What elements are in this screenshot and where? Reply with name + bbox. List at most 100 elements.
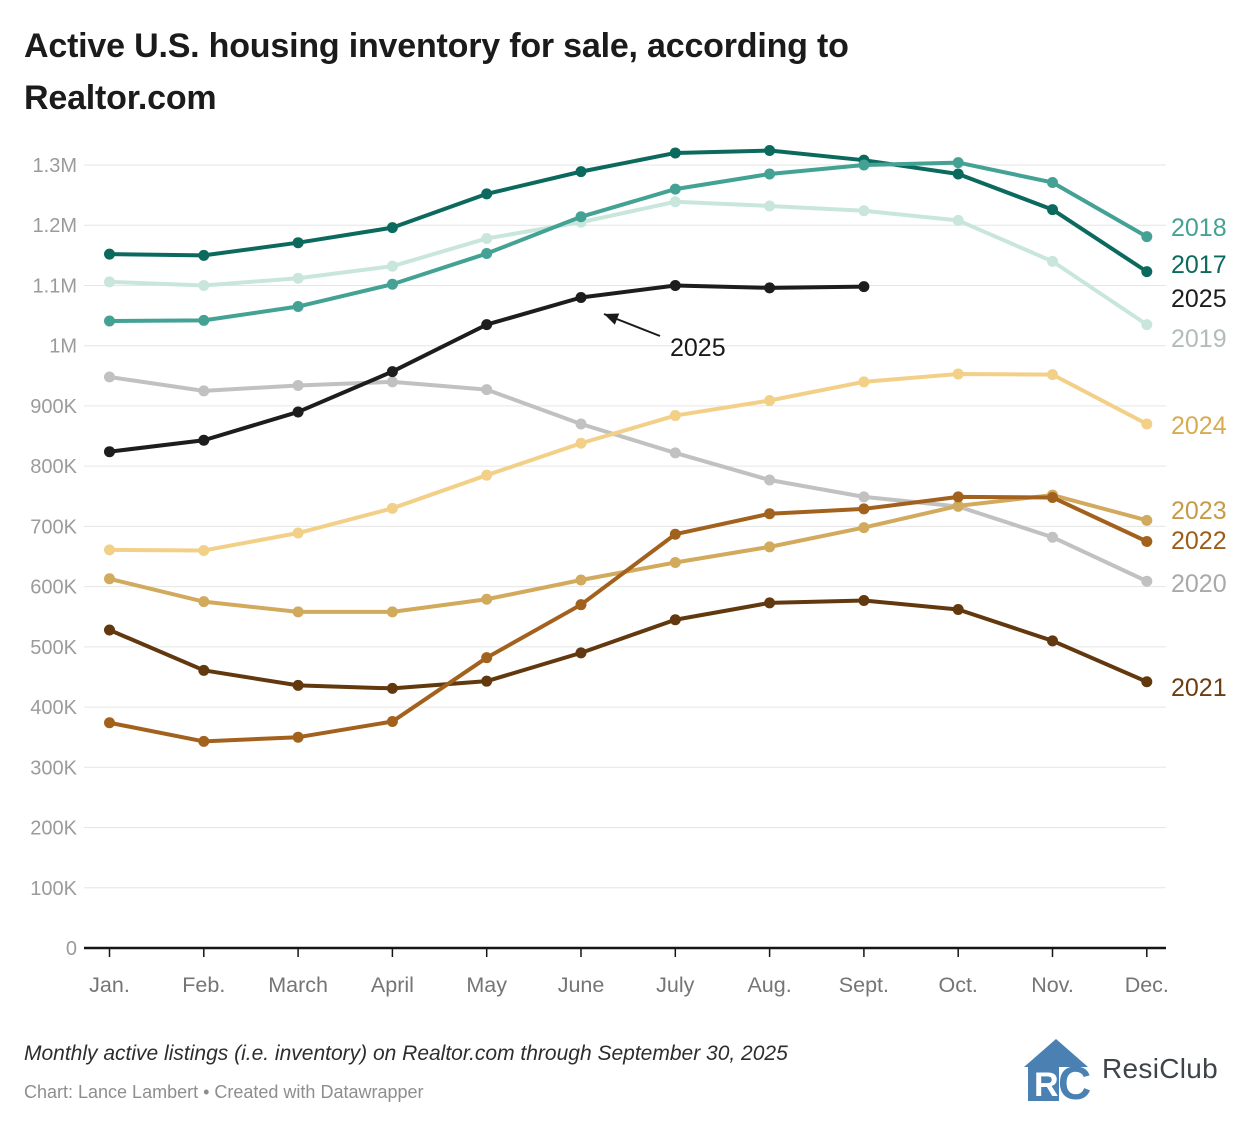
y-tick-label: 1M — [49, 336, 77, 358]
y-tick-label: 900K — [30, 396, 77, 418]
x-tick-label: June — [558, 973, 605, 997]
data-point-2024-4 — [481, 469, 493, 481]
data-point-2021-1 — [198, 664, 210, 676]
data-point-2023-8 — [858, 522, 870, 534]
data-point-2024-6 — [669, 410, 681, 422]
data-point-2022-6 — [669, 528, 681, 540]
data-point-2017-5 — [575, 166, 587, 178]
data-point-2020-6 — [669, 447, 681, 459]
data-point-2025-5 — [575, 292, 587, 304]
x-tick-label: Feb. — [182, 973, 225, 997]
data-point-2020-2 — [292, 379, 304, 391]
svg-text:C: C — [1058, 1057, 1091, 1102]
data-point-2023-2 — [292, 606, 304, 618]
series-line-2024 — [107, 371, 1149, 553]
data-point-2025-4 — [481, 319, 493, 331]
data-point-2023-0 — [104, 573, 115, 585]
data-point-2017-4 — [481, 188, 493, 200]
series-line-2020 — [107, 375, 1149, 584]
data-point-2019-0 — [104, 276, 115, 288]
series-label-2019: 2019 — [1171, 325, 1227, 353]
data-point-2023-7 — [764, 541, 776, 553]
data-point-2022-1 — [198, 735, 210, 747]
data-point-2017-7 — [764, 145, 776, 157]
data-point-2018-0 — [104, 315, 115, 327]
y-tick-label: 1.2M — [33, 215, 77, 237]
data-point-2018-4 — [481, 248, 493, 260]
x-tick-label: March — [268, 973, 328, 997]
data-point-2018-10 — [1047, 176, 1058, 188]
y-tick-label: 0 — [66, 938, 77, 960]
resiclub-logo-emblem: R C — [1024, 1039, 1091, 1102]
data-point-2022-3 — [386, 716, 398, 728]
x-tick-label: Oct. — [938, 973, 977, 997]
data-point-2022-2 — [292, 731, 304, 743]
x-tick-label: Sept. — [839, 973, 889, 997]
series-line-2018 — [107, 160, 1149, 323]
data-point-2022-4 — [481, 652, 493, 664]
chart-credit: Chart: Lance Lambert • Created with Data… — [24, 1082, 424, 1102]
line-chart-canvas: 0 100K 200K 300K 400K 500K 600K 700K 800K 900K 1M 1… — [30, 145, 1227, 997]
data-point-2024-8 — [858, 376, 870, 388]
data-point-2019-7 — [764, 200, 776, 212]
data-point-2025-0 — [104, 446, 115, 458]
data-point-2019-4 — [481, 232, 493, 244]
data-point-2025-6 — [669, 279, 681, 291]
series-label-2020: 2020 — [1171, 570, 1227, 598]
annotation-arrow — [603, 313, 661, 337]
series-label-2024: 2024 — [1171, 412, 1227, 440]
data-point-2021-9 — [952, 604, 964, 616]
data-point-2018-9 — [952, 157, 964, 169]
data-point-2019-9 — [952, 214, 964, 226]
resiclub-logo-text: ResiClub — [1102, 1053, 1218, 1084]
data-point-2024-3 — [386, 502, 398, 514]
data-point-2025-7 — [764, 282, 776, 294]
data-point-2019-11 — [1141, 319, 1153, 331]
data-point-2021-3 — [386, 682, 398, 694]
series-label-2023: 2023 — [1171, 497, 1227, 525]
data-point-2024-9 — [952, 368, 964, 380]
series-label-2022: 2022 — [1171, 527, 1227, 555]
data-point-2018-1 — [198, 314, 210, 326]
y-tick-label: 600K — [30, 577, 77, 599]
data-point-2023-6 — [669, 557, 681, 569]
series-line-2019 — [107, 199, 1149, 327]
data-point-2023-1 — [198, 596, 210, 608]
data-point-2021-10 — [1047, 635, 1058, 647]
data-point-2019-1 — [198, 279, 210, 291]
data-point-2023-4 — [481, 593, 493, 605]
data-point-2024-11 — [1141, 418, 1153, 430]
data-point-2021-2 — [292, 679, 304, 691]
data-point-2019-3 — [386, 260, 398, 272]
data-point-2017-9 — [952, 168, 964, 180]
data-point-2020-11 — [1141, 575, 1153, 587]
data-point-2022-0 — [104, 717, 115, 729]
series-line-2023 — [107, 493, 1149, 614]
data-point-2021-0 — [104, 624, 115, 636]
data-point-2024-1 — [198, 544, 210, 556]
data-point-2022-5 — [575, 599, 587, 611]
series-line-2017 — [107, 148, 1149, 274]
data-point-2019-6 — [669, 196, 681, 208]
data-point-2021-4 — [481, 675, 493, 687]
data-point-2021-5 — [575, 647, 587, 659]
data-point-2020-0 — [104, 371, 115, 383]
data-point-2024-5 — [575, 437, 587, 449]
data-point-2020-4 — [481, 384, 493, 396]
data-point-2023-11 — [1141, 514, 1153, 526]
data-point-2025-2 — [292, 406, 304, 418]
data-point-2022-10 — [1047, 491, 1058, 503]
series-label-2025: 2025 — [1171, 285, 1227, 313]
data-point-2024-7 — [764, 395, 776, 407]
data-point-2020-3 — [386, 376, 398, 388]
data-point-2023-3 — [386, 606, 398, 618]
annotation-label: 2025 — [670, 334, 726, 362]
data-point-2020-7 — [764, 474, 776, 486]
data-point-2017-11 — [1141, 266, 1153, 278]
data-point-2019-2 — [292, 272, 304, 284]
data-point-2018-6 — [669, 183, 681, 195]
data-point-2022-9 — [952, 491, 964, 503]
data-point-2024-10 — [1047, 369, 1058, 381]
y-tick-label: 400K — [30, 697, 77, 719]
data-point-2017-6 — [669, 147, 681, 159]
